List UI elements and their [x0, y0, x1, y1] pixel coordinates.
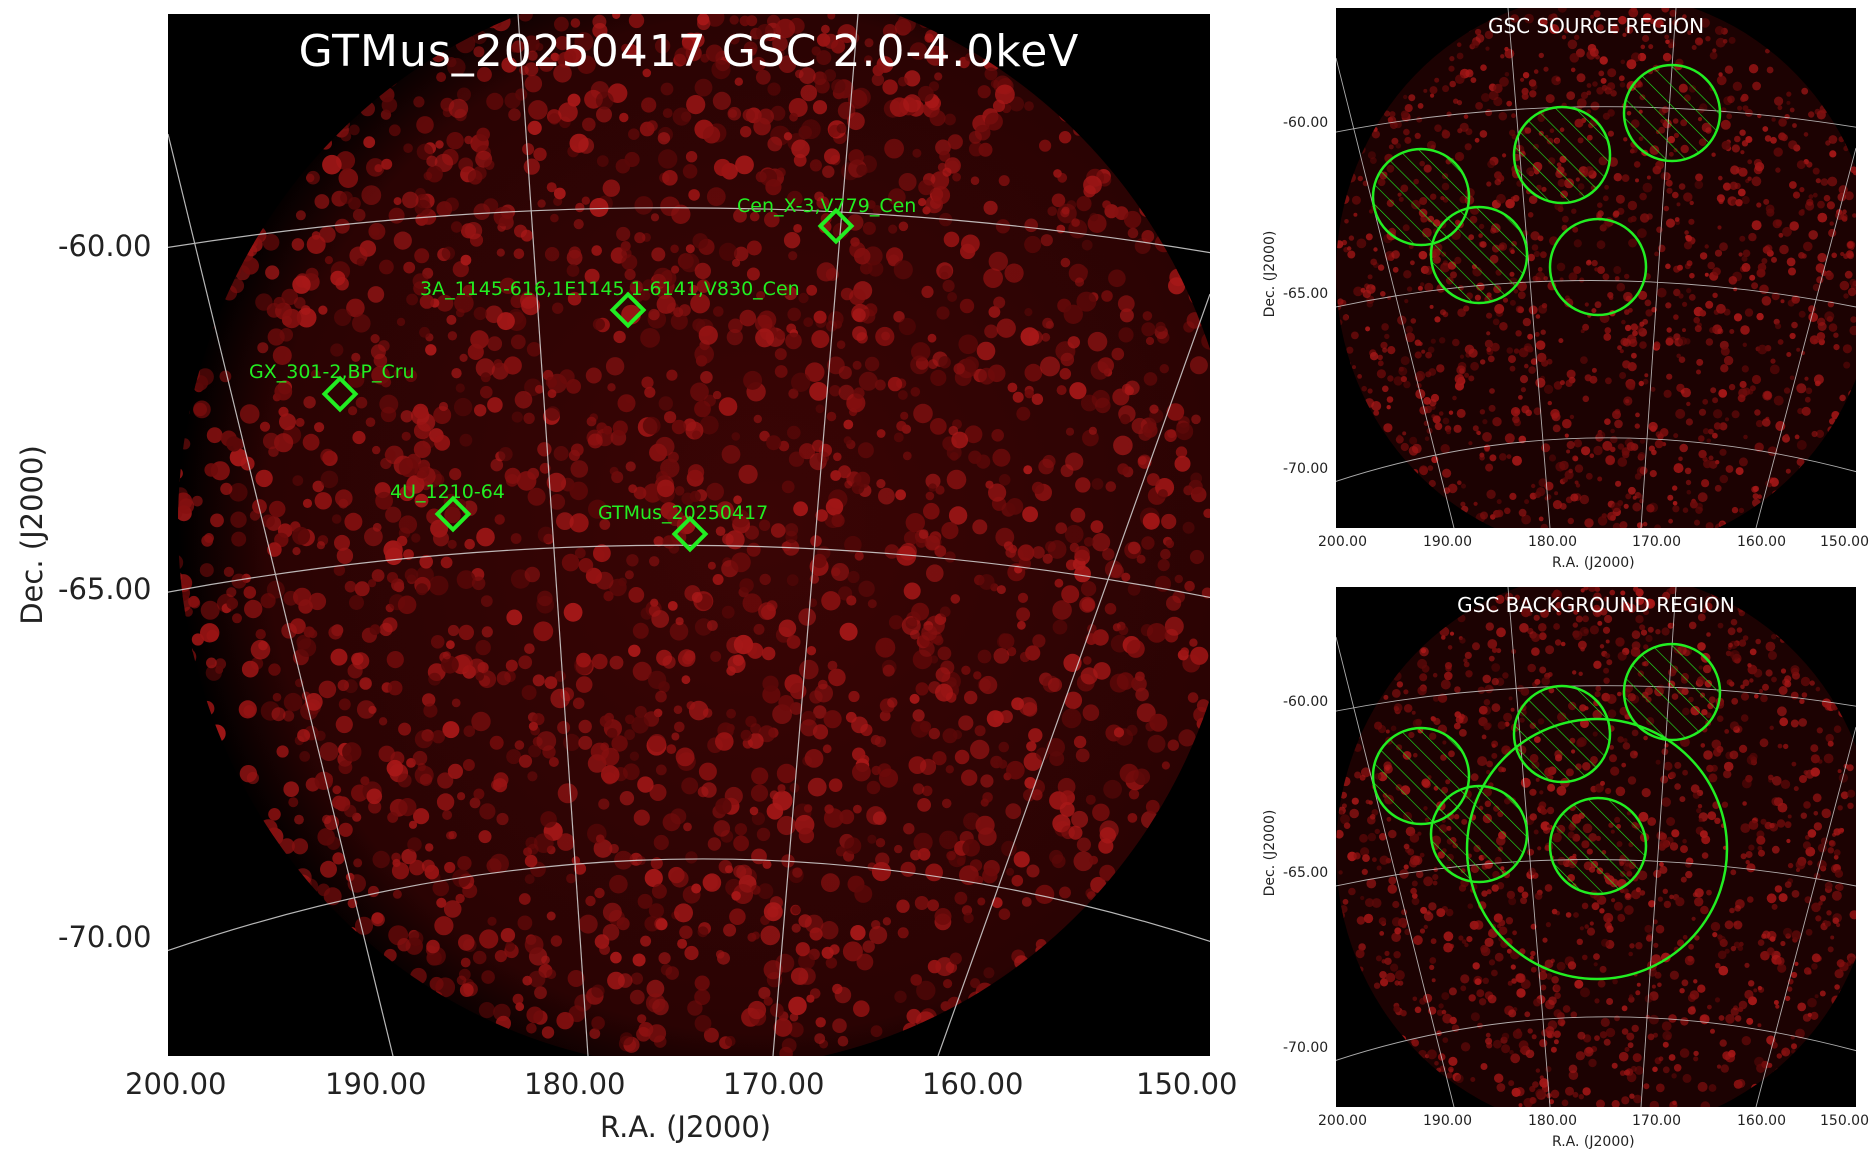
src-x-axis-label: R.A. (J2000): [1552, 555, 1635, 571]
bkg-x-tick-5: 160.00: [1737, 1113, 1786, 1129]
main-y-axis-label: Dec. (J2000): [15, 445, 49, 625]
region-circle-3: [1512, 105, 1612, 205]
main-y-tick-1: -60.00: [58, 229, 152, 263]
source-label-4u-1210: 4U_1210-64: [390, 481, 505, 503]
source-marker-3a-1145: [609, 291, 647, 329]
source-panel-title: GSC SOURCE REGION: [1487, 14, 1705, 38]
bkg-y-axis-label: Dec. (J2000): [1262, 809, 1278, 897]
bkg-x-tick-4: 170.00: [1632, 1113, 1681, 1129]
src-y-tick-3: -70.00: [1283, 461, 1329, 477]
region-circle-2: [1429, 205, 1529, 305]
src-x-tick-3: 180.00: [1528, 534, 1577, 550]
source-label-gx-301: GX_301-2,BP_Cru: [249, 361, 415, 383]
source-marker-gtmus: [671, 515, 709, 553]
bkg-x-axis-label: R.A. (J2000): [1552, 1134, 1635, 1150]
src-y-tick-1: -60.00: [1283, 115, 1329, 131]
source-label-cen-x3: Cen_X-3,V779_Cen: [737, 195, 916, 217]
bkg-y-tick-1: -60.00: [1283, 694, 1329, 710]
bkg-y-tick-3: -70.00: [1283, 1040, 1329, 1056]
src-x-tick-6: 150.00: [1820, 534, 1869, 550]
bkg-x-tick-1: 200.00: [1318, 1113, 1367, 1129]
background-regions: [1371, 642, 1729, 981]
src-x-tick-4: 170.00: [1632, 534, 1681, 550]
src-y-axis-label: Dec. (J2000): [1262, 230, 1278, 318]
source-label-gtmus: GTMus_20250417: [598, 502, 768, 524]
bkg-x-tick-6: 150.00: [1820, 1113, 1869, 1129]
main-y-tick-2: -65.00: [58, 572, 152, 606]
source-label-3a-1145: 3A_1145-616,1E1145.1-6141,V830_Cen: [420, 278, 800, 300]
main-y-tick-3: -70.00: [58, 920, 152, 954]
exclusion-circle-4: [1622, 642, 1722, 742]
source-marker-4u-1210: [434, 495, 472, 533]
source-marker-gx-301: [321, 375, 359, 413]
bkg-x-tick-2: 190.00: [1423, 1113, 1472, 1129]
exclusion-circle-5: [1548, 796, 1648, 896]
main-sky-map: Cen_X-3,V779_Cen 3A_1145-616,1E1145.1-61…: [168, 14, 1210, 1056]
source-regions: [1371, 63, 1722, 317]
source-region-image: GSC SOURCE REGION: [1336, 8, 1856, 528]
background-region-map: [1336, 587, 1856, 1107]
main-title: GTMus_20250417 GSC 2.0-4.0keV: [298, 26, 1080, 77]
source-region-map: [1336, 8, 1856, 528]
coordinate-grid: [1336, 8, 1856, 528]
region-circle-5: [1548, 217, 1648, 317]
main-x-tick-6: 150.00: [1136, 1067, 1238, 1101]
exclusion-circle-3: [1512, 684, 1612, 784]
background-region-image: GSC BACKGROUND REGION: [1336, 587, 1856, 1107]
src-y-tick-2: -65.00: [1283, 286, 1329, 302]
src-x-tick-2: 190.00: [1423, 534, 1472, 550]
main-x-tick-3: 180.00: [524, 1067, 626, 1101]
main-x-axis-label: R.A. (J2000): [600, 1110, 772, 1144]
source-marker-cen-x3: [817, 207, 855, 245]
region-circle-4: [1622, 63, 1722, 163]
src-x-tick-5: 160.00: [1737, 534, 1786, 550]
bkg-x-tick-3: 180.00: [1528, 1113, 1577, 1129]
bkg-y-tick-2: -65.00: [1283, 865, 1329, 881]
main-x-tick-2: 190.00: [325, 1067, 427, 1101]
exclusion-circle-2: [1429, 784, 1529, 884]
source-markers: [321, 207, 855, 553]
main-sky-image: Cen_X-3,V779_Cen 3A_1145-616,1E1145.1-61…: [168, 14, 1210, 1056]
main-x-tick-5: 160.00: [922, 1067, 1024, 1101]
background-panel-title: GSC BACKGROUND REGION: [1457, 593, 1735, 617]
main-x-tick-1: 200.00: [125, 1067, 227, 1101]
main-x-tick-4: 170.00: [723, 1067, 825, 1101]
src-x-tick-1: 200.00: [1318, 534, 1367, 550]
